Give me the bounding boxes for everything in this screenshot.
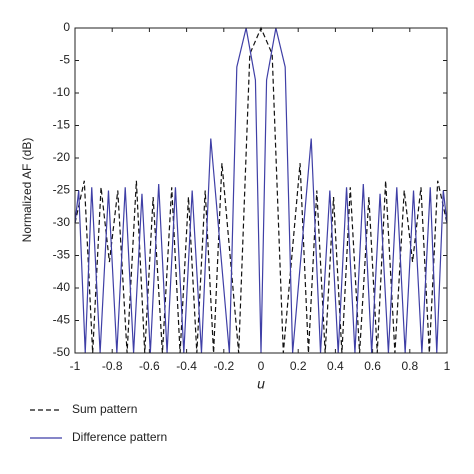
x-tick-label: -0.8 (102, 359, 123, 373)
y-tick-label: -40 (53, 280, 71, 294)
legend-label: Difference pattern (72, 430, 167, 444)
y-axis-label: Normalized AF (dB) (20, 138, 34, 243)
legend-label: Sum pattern (72, 402, 137, 416)
y-tick-label: -15 (53, 118, 71, 132)
x-tick-label: -0.2 (213, 359, 234, 373)
x-tick-label: 0.4 (327, 359, 344, 373)
y-tick-label: -50 (53, 345, 71, 359)
x-tick-label: -1 (70, 359, 81, 373)
x-tick-label: 0.2 (290, 359, 307, 373)
axis-frame (74, 27, 448, 354)
x-tick-label: 1 (444, 359, 451, 373)
y-tick-label: -20 (53, 150, 71, 164)
x-tick-label: 0.8 (401, 359, 418, 373)
y-tick-label: -5 (59, 53, 70, 67)
x-tick-label: 0.6 (364, 359, 381, 373)
y-tick-label: 0 (63, 20, 70, 34)
y-tick-label: -45 (53, 313, 71, 327)
x-tick-label: 0 (258, 359, 265, 373)
y-tick-label: -10 (53, 85, 71, 99)
x-tick-label: -0.4 (176, 359, 197, 373)
x-tick-label: -0.6 (139, 359, 160, 373)
series-line (74, 27, 448, 354)
x-axis-label: u (257, 376, 265, 392)
y-tick-label: -25 (53, 183, 71, 197)
y-tick-label: -30 (53, 215, 71, 229)
y-tick-label: -35 (53, 248, 71, 262)
